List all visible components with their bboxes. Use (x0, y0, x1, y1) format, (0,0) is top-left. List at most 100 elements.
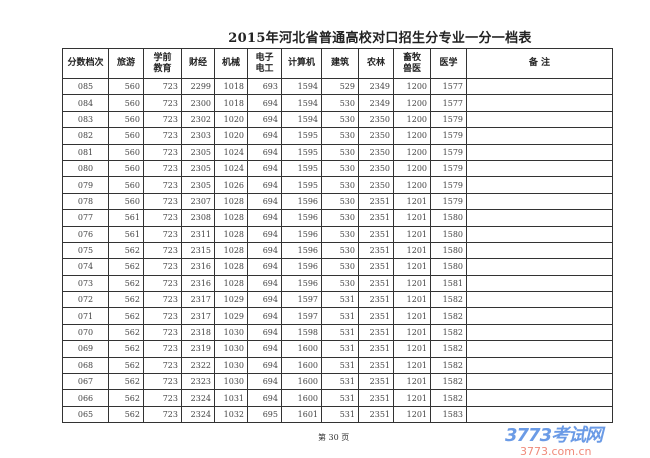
value-cell: 693 (247, 77, 282, 96)
value-cell: 1029 (214, 291, 248, 309)
value-cell: 531 (321, 307, 359, 325)
value-cell: 1596 (281, 225, 322, 243)
value-cell: 1596 (281, 209, 322, 227)
remark-cell (466, 225, 613, 243)
table-row: 069 562 723 2319 1030 694 1600 531 2351 1201 1582 (62, 340, 613, 358)
table-row: 068 562 723 2322 1030 694 1600 531 2351 1201 1582 (62, 356, 613, 375)
score-cell: 084 (62, 94, 109, 112)
value-cell: 1201 (393, 356, 431, 375)
value-cell: 562 (108, 340, 144, 358)
value-cell: 694 (247, 159, 282, 178)
remark-cell (466, 159, 613, 178)
value-cell: 562 (108, 373, 144, 391)
score-cell: 073 (62, 274, 109, 293)
column-header: 学前教育 (143, 48, 182, 79)
value-cell: 694 (247, 176, 282, 194)
score-cell: 072 (62, 291, 109, 309)
column-header: 旅游 (108, 48, 144, 79)
value-cell: 1200 (393, 110, 431, 129)
value-cell: 1028 (214, 241, 248, 260)
value-cell: 531 (321, 291, 359, 309)
value-cell: 2350 (358, 176, 394, 194)
value-cell: 562 (108, 291, 144, 309)
remark-cell (466, 389, 613, 407)
value-cell: 1595 (281, 176, 322, 194)
value-cell: 531 (321, 340, 359, 358)
value-cell: 2305 (181, 176, 215, 194)
value-cell: 723 (143, 143, 182, 161)
table-row: 078 560 723 2307 1028 694 1596 530 2351 1201 1579 (62, 192, 613, 211)
value-cell: 2322 (181, 356, 215, 375)
value-cell: 723 (143, 225, 182, 243)
value-cell: 1596 (281, 274, 322, 293)
value-cell: 2324 (181, 389, 215, 407)
value-cell: 1200 (393, 176, 431, 194)
value-cell: 2300 (181, 94, 215, 112)
value-cell: 560 (108, 159, 144, 178)
column-header: 建筑 (321, 48, 359, 79)
value-cell: 1028 (214, 225, 248, 243)
value-cell: 562 (108, 241, 144, 260)
table-row: 067 562 723 2323 1030 694 1600 531 2351 1201 1582 (62, 373, 613, 391)
remark-cell (466, 307, 613, 325)
value-cell: 2317 (181, 307, 215, 325)
value-cell: 694 (247, 127, 282, 145)
value-cell: 1200 (393, 77, 431, 96)
score-cell: 070 (62, 323, 109, 342)
remark-cell (466, 405, 613, 424)
value-cell: 1028 (214, 192, 248, 211)
value-cell: 1579 (430, 176, 467, 194)
value-cell: 1201 (393, 274, 431, 293)
value-cell: 1201 (393, 373, 431, 391)
value-cell: 562 (108, 274, 144, 293)
header-row: 分数档次 旅游 学前教育 财经 机械 电子电工 计算机 建筑 农林 畜牧兽医 医学备 注 (62, 48, 613, 79)
value-cell: 1583 (430, 405, 467, 424)
value-cell: 1024 (214, 143, 248, 161)
value-cell: 1018 (214, 94, 248, 112)
value-cell: 560 (108, 143, 144, 161)
value-cell: 2351 (358, 373, 394, 391)
value-cell: 1201 (393, 307, 431, 325)
value-cell: 1582 (430, 307, 467, 325)
value-cell: 2350 (358, 127, 394, 145)
score-cell: 071 (62, 307, 109, 325)
remark-cell (466, 323, 613, 342)
value-cell: 1582 (430, 389, 467, 407)
column-header-label: 电子电工 (255, 52, 274, 74)
value-cell: 2316 (181, 274, 215, 293)
value-cell: 1031 (214, 389, 248, 407)
column-header: 备 注 (466, 48, 613, 79)
value-cell: 1029 (214, 307, 248, 325)
value-cell: 1582 (430, 323, 467, 342)
value-cell: 562 (108, 307, 144, 325)
value-cell: 1596 (281, 192, 322, 211)
value-cell: 2350 (358, 110, 394, 129)
value-cell: 694 (247, 323, 282, 342)
value-cell: 530 (321, 225, 359, 243)
value-cell: 530 (321, 209, 359, 227)
value-cell: 1580 (430, 209, 467, 227)
value-cell: 723 (143, 127, 182, 145)
value-cell: 530 (321, 241, 359, 260)
remark-cell (466, 373, 613, 391)
value-cell: 530 (321, 94, 359, 112)
value-cell: 560 (108, 192, 144, 211)
value-cell: 1596 (281, 258, 322, 276)
value-cell: 562 (108, 323, 144, 342)
value-cell: 1200 (393, 94, 431, 112)
value-cell: 1580 (430, 241, 467, 260)
value-cell: 531 (321, 373, 359, 391)
value-cell: 562 (108, 389, 144, 407)
value-cell: 530 (321, 127, 359, 145)
value-cell: 560 (108, 77, 144, 96)
column-header: 计算机 (281, 48, 322, 79)
value-cell: 530 (321, 274, 359, 293)
value-cell: 723 (143, 373, 182, 391)
column-header: 医学 (430, 48, 467, 79)
remark-cell (466, 209, 613, 227)
score-cell: 069 (62, 340, 109, 358)
value-cell: 694 (247, 389, 282, 407)
value-cell: 2351 (358, 307, 394, 325)
value-cell: 694 (247, 258, 282, 276)
watermark-url: 3773.com.cn (520, 445, 592, 458)
